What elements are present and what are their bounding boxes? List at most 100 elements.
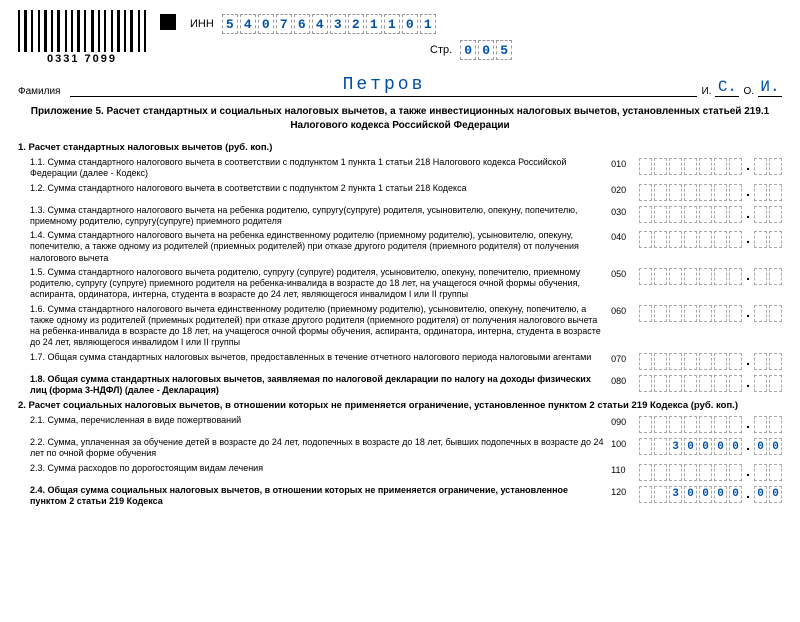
amount-cells: . [639, 352, 782, 371]
form-row: 1.4. Сумма стандартного налогового вычет… [18, 230, 782, 264]
cell [769, 268, 782, 285]
row-text: 1.7. Общая сумма стандартных налоговых в… [18, 352, 605, 363]
cell [654, 464, 667, 481]
cell: 3 [669, 438, 682, 455]
initial-i-value: С. [718, 78, 737, 96]
cell [754, 158, 767, 175]
cell [714, 231, 727, 248]
cell [754, 305, 767, 322]
cell [669, 375, 682, 392]
cell [654, 184, 667, 201]
amount-cells: 30000 . 00 [639, 485, 782, 504]
cell [714, 464, 727, 481]
cell: 1 [384, 14, 400, 34]
form-row: 1.7. Общая сумма стандартных налоговых в… [18, 352, 782, 371]
cell [769, 353, 782, 370]
cell [729, 184, 742, 201]
cell: 0 [714, 438, 727, 455]
cell [729, 375, 742, 392]
cell [699, 375, 712, 392]
cell [684, 184, 697, 201]
cell [699, 206, 712, 223]
barcode-label: 0331 7099 [47, 53, 117, 65]
cell [654, 375, 667, 392]
cell: 0 [460, 40, 476, 60]
cell [669, 464, 682, 481]
cell [669, 353, 682, 370]
cell [729, 158, 742, 175]
cell [639, 353, 652, 370]
cell: 0 [684, 486, 697, 503]
form-row: 2.4. Общая сумма социальных налоговых вы… [18, 485, 782, 508]
amount-cells: . [639, 183, 782, 202]
cell [714, 158, 727, 175]
cell [729, 206, 742, 223]
cell [639, 416, 652, 433]
cell: 4 [312, 14, 328, 34]
cell [714, 184, 727, 201]
cell: 3 [330, 14, 346, 34]
cell [769, 184, 782, 201]
amount-cells: 30000 . 00 [639, 437, 782, 456]
cell [684, 305, 697, 322]
row-code: 050 [611, 267, 639, 279]
cell [754, 268, 767, 285]
cell [639, 464, 652, 481]
row-text: 2.1. Сумма, перечисленная в виде пожертв… [18, 415, 605, 426]
cell [639, 375, 652, 392]
cell [654, 231, 667, 248]
form-row: 2.1. Сумма, перечисленная в виде пожертв… [18, 415, 782, 434]
amount-cells: . [639, 157, 782, 176]
cell [714, 268, 727, 285]
cell [729, 464, 742, 481]
row-code: 110 [611, 463, 639, 475]
page-cells: 005 [460, 40, 512, 60]
row-text: 1.1. Сумма стандартного налогового вычет… [18, 157, 605, 180]
page-label: Стр. [430, 44, 452, 56]
amount-cells: . [639, 267, 782, 286]
row-text: 2.4. Общая сумма социальных налоговых вы… [18, 485, 605, 508]
cell [754, 375, 767, 392]
cell [684, 416, 697, 433]
cell [699, 158, 712, 175]
cell: 0 [258, 14, 274, 34]
cell [714, 416, 727, 433]
cell [684, 206, 697, 223]
marker-square [160, 14, 176, 30]
cell [684, 158, 697, 175]
cell [769, 464, 782, 481]
cell: 5 [496, 40, 512, 60]
cell [754, 184, 767, 201]
cell [669, 231, 682, 248]
form-row: 1.8. Общая сумма стандартных налоговых в… [18, 374, 782, 397]
cell: 0 [402, 14, 418, 34]
cell [669, 268, 682, 285]
cell [639, 206, 652, 223]
form-row: 1.6. Сумма стандартного налогового вычет… [18, 304, 782, 349]
cell: 6 [294, 14, 310, 34]
amount-cells: . [639, 205, 782, 224]
cell: 1 [366, 14, 382, 34]
cell: 3 [669, 486, 682, 503]
row-code: 070 [611, 352, 639, 364]
cell: 0 [699, 486, 712, 503]
cell: 0 [729, 486, 742, 503]
cell [669, 416, 682, 433]
cell [684, 464, 697, 481]
row-code: 120 [611, 485, 639, 497]
cell: 0 [714, 486, 727, 503]
amount-cells: . [639, 374, 782, 393]
cell [729, 231, 742, 248]
cell [769, 231, 782, 248]
row-text: 1.6. Сумма стандартного налогового вычет… [18, 304, 605, 349]
cell [699, 353, 712, 370]
cell [669, 184, 682, 201]
cell: 0 [478, 40, 494, 60]
cell [699, 305, 712, 322]
form-row: 1.5. Сумма стандартного налогового вычет… [18, 267, 782, 301]
inn-label: ИНН [190, 18, 214, 30]
cell [699, 464, 712, 481]
cell: 0 [769, 486, 782, 503]
cell [769, 206, 782, 223]
cell [729, 416, 742, 433]
